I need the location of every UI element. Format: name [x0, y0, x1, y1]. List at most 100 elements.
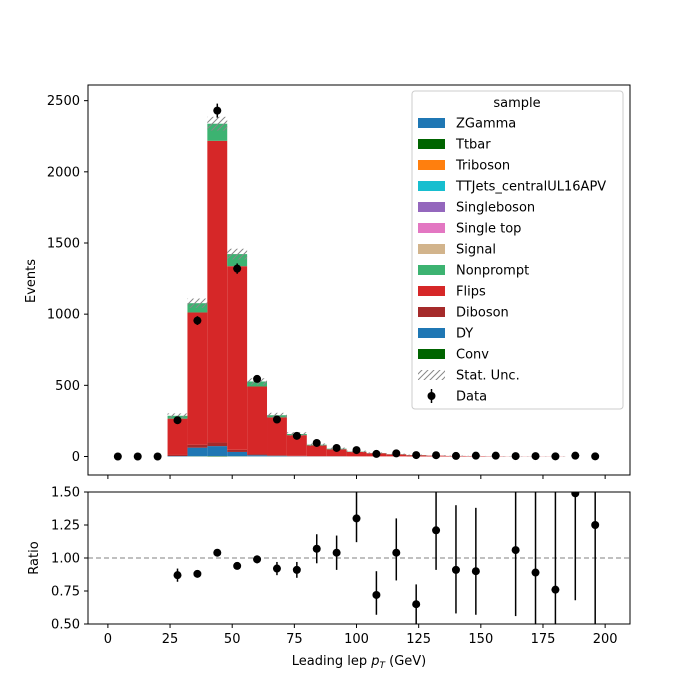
data-point-23	[571, 451, 580, 460]
stat-unc-bin-3	[167, 413, 188, 419]
legend-label-dy: DY	[456, 327, 473, 342]
legend-swatch-zgamma	[418, 118, 445, 128]
x-axis-title-variable: p	[370, 654, 379, 669]
main-plot-frame	[87, 84, 631, 476]
ratio-point-13	[432, 526, 441, 535]
ratio-point-4	[253, 555, 262, 564]
legend-swatch-nonprompt	[418, 265, 445, 275]
data-points	[113, 103, 600, 461]
ratio-y-tick-label-0: 0.50	[51, 618, 80, 633]
legend-label-conv: Conv	[456, 348, 489, 363]
ratio-point-14	[451, 565, 460, 574]
ratio-y-tick-label-2: 1.00	[51, 552, 80, 567]
main-y-tick-label-3: 1500	[47, 236, 80, 251]
main-y-tick-label-5: 2500	[47, 94, 80, 109]
bar-dy-4	[187, 447, 208, 457]
main-y-axis: 0 500 1000 1500 2000 2500	[47, 94, 88, 465]
ratio-x-axis: 0 25 50 75 100 125 150 175 200	[104, 624, 618, 647]
data-point-14	[392, 449, 401, 458]
legend-label-zgamma: ZGamma	[456, 117, 516, 132]
data-point-9	[292, 431, 301, 440]
ratio-y-axis-title: Ratio	[27, 541, 42, 574]
ratio-y-tick-label-4: 1.50	[51, 486, 80, 501]
bar-flips-7	[247, 386, 268, 455]
legend-label-triboson: Triboson	[455, 159, 510, 174]
ratio-x-tick-label-4: 100	[344, 632, 369, 647]
legend-label-diboson: Diboson	[456, 306, 509, 321]
ratio-x-tick-label-7: 175	[531, 632, 556, 647]
legend-label-signal: Signal	[456, 243, 496, 258]
ratio-point-2	[213, 548, 222, 557]
x-axis-title-suffix: (GeV)	[385, 654, 426, 669]
bar-diboson-7	[247, 454, 268, 456]
data-point-7	[253, 374, 262, 383]
data-point-24	[591, 452, 600, 461]
ratio-x-tick-label-5: 125	[406, 632, 431, 647]
bar-diboson-3	[167, 454, 188, 457]
ratio-point-17	[531, 568, 540, 577]
legend: sample ZGamma Ttbar Triboson TTJets_central…	[411, 90, 624, 410]
data-point-11	[332, 443, 341, 452]
main-y-tick-label-4: 2000	[47, 165, 80, 180]
ratio-point-1	[193, 569, 202, 578]
legend-swatch-diboson	[418, 307, 445, 317]
bar-flips-3	[167, 418, 188, 455]
ratio-x-tick-label-6: 150	[468, 632, 493, 647]
ratio-point-0	[173, 571, 182, 580]
ratio-y-axis: 0.50 0.75 1.00 1.25 1.50	[51, 486, 88, 633]
ratio-point-5	[272, 564, 281, 573]
data-point-22	[551, 452, 560, 461]
ratio-x-tick-label-3: 75	[286, 632, 303, 647]
main-y-tick-label-0: 0	[72, 450, 80, 465]
data-point-10	[312, 438, 321, 447]
legend-swatch-single-top	[418, 223, 445, 233]
ratio-point-12	[412, 600, 421, 609]
data-point-6	[233, 264, 242, 273]
legend-label-single-top: Single top	[456, 222, 521, 237]
legend-swatch-ttbar	[418, 139, 445, 149]
bar-flips-8	[267, 417, 287, 456]
data-point-13	[372, 449, 381, 458]
legend-swatch-signal	[418, 244, 445, 254]
ratio-point-10	[372, 590, 381, 599]
ratio-x-axis-title: Leading lep pT (GeV)	[292, 654, 426, 671]
data-point-16	[432, 451, 441, 460]
main-y-axis-title: Events	[24, 259, 39, 303]
data-point-18	[471, 451, 480, 460]
legend-swatch-ttjets-centralul16apv	[418, 181, 445, 191]
stat-unc-bin-8	[267, 412, 287, 418]
main-y-tick-label-1: 500	[55, 379, 80, 394]
legend-swatch-flips	[418, 286, 445, 296]
stat-unc-bin-4	[187, 298, 208, 308]
data-point-19	[491, 451, 500, 460]
stat-unc-bin-6	[227, 248, 248, 260]
legend-marker-data	[427, 392, 436, 400]
ratio-point-18	[551, 585, 560, 594]
ratio-point-6	[292, 565, 301, 574]
ratio-x-tick-label-8: 200	[593, 632, 618, 647]
ratio-point-11	[392, 548, 401, 557]
legend-label-ttjets-centralul16apv: TTJets_centralUL16APV	[455, 180, 606, 195]
main-y-tick-label-2: 1000	[47, 308, 80, 323]
legend-swatch-singleboson	[418, 202, 445, 212]
bar-diboson-5	[207, 442, 228, 447]
ratio-point-9	[352, 514, 361, 523]
ratio-y-tick-label-1: 0.75	[51, 585, 80, 600]
bar-diboson-8	[267, 455, 287, 456]
bar-diboson-6	[227, 449, 248, 452]
data-point-12	[352, 446, 361, 455]
legend-swatch-stat-unc-	[418, 370, 445, 380]
ratio-x-tick-label-0: 0	[104, 632, 112, 647]
ratio-point-20	[591, 521, 600, 529]
data-point-8	[272, 415, 281, 424]
data-point-2	[153, 452, 162, 461]
data-point-21	[531, 452, 540, 461]
legend-swatch-dy	[418, 328, 445, 338]
legend-swatch-conv	[418, 349, 445, 359]
data-point-20	[511, 452, 520, 461]
bar-dy-5	[207, 446, 228, 457]
data-point-1	[133, 452, 142, 461]
bar-dy-6	[227, 451, 248, 457]
ratio-points	[173, 492, 600, 624]
bar-flips-4	[187, 312, 208, 445]
